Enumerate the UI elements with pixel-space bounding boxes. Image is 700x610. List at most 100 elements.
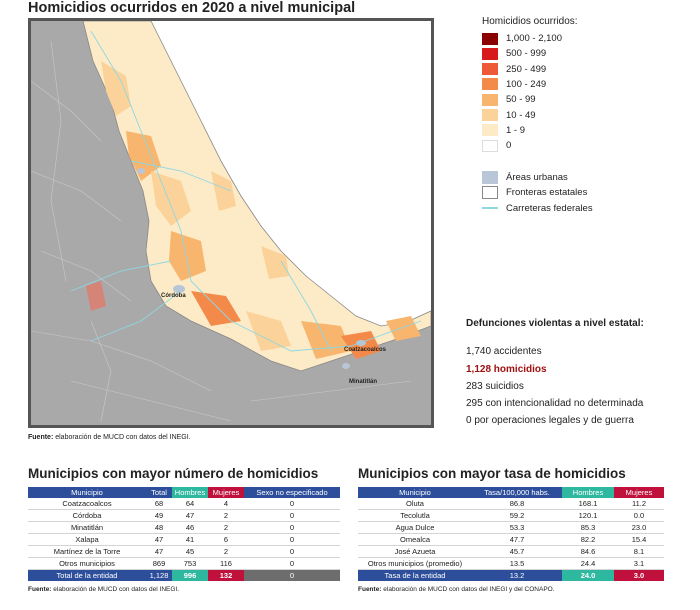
table-total-cell: Tasa de la entidad	[358, 569, 472, 581]
table-row: Omealca 47.7 82.2 15.4	[358, 533, 664, 546]
table-cell: 0	[244, 521, 340, 534]
table-cell: Minatitlán	[28, 521, 146, 534]
legend-item: 0	[482, 139, 511, 152]
table-cell: 6	[208, 533, 244, 546]
table-cell: 49	[146, 509, 172, 522]
table-cell: Xalapa	[28, 533, 146, 546]
table-cell: 2	[208, 521, 244, 534]
legend-swatch	[482, 78, 498, 91]
table-cell: 2	[208, 545, 244, 558]
table-cell: 0	[244, 545, 340, 558]
legend-item: 50 - 99	[482, 93, 536, 106]
legend-ref-item: Carreteras federales	[482, 201, 593, 215]
table-cell: Otros municipios (promedio)	[358, 557, 472, 570]
inland-city	[86, 281, 106, 311]
table-cell: Otros municipios	[28, 557, 146, 570]
table-cell: 0.0	[614, 509, 664, 522]
legend-ref-label: Fronteras estatales	[506, 186, 588, 198]
legend-label: 250 - 499	[506, 63, 547, 75]
table-header-cell: Municipio	[28, 487, 146, 498]
legend-ref-swatch	[482, 170, 498, 184]
table-cell: 0	[244, 498, 340, 510]
table-total-row: Total de la entidad 1,128 996 132 0	[28, 569, 340, 581]
table-total-cell: 24.0	[562, 569, 614, 581]
table-cell: 8.1	[614, 545, 664, 558]
legend-swatch	[482, 63, 498, 76]
table-row: Otros municipios 869 753 116 0	[28, 557, 340, 570]
table-total-cell: 996	[172, 569, 208, 581]
table-rate-source: Fuente: elaboración de MUCD con datos de…	[358, 586, 555, 593]
table-cell: 0	[244, 533, 340, 546]
table-cell: Coatzacoalcos	[28, 498, 146, 510]
violent-death-item: 1,128 homicidios	[466, 364, 547, 375]
table-cell: 48	[146, 521, 172, 534]
table-cell: 869	[146, 557, 172, 570]
table-header-row: Municipio Total Hombres Mujeres Sexo no espe…	[28, 487, 340, 498]
legend-swatch	[482, 47, 498, 60]
table-cell: 15.4	[614, 533, 664, 546]
label-cordoba: Córdoba	[161, 293, 186, 299]
table-count-title: Municipios con mayor número de homicidio…	[28, 466, 319, 481]
table-cell: 41	[172, 533, 208, 546]
table-cell: 68	[146, 498, 172, 510]
table-rate-title: Municipios con mayor tasa de homicidios	[358, 466, 626, 481]
table-header-cell: Sexo no especificado	[244, 487, 340, 498]
table-total-cell: 3.0	[614, 569, 664, 581]
table-count: Municipio Total Hombres Mujeres Sexo no espe…	[28, 487, 340, 581]
violent-death-item: 283 suicidios	[466, 381, 524, 392]
map-title: Homicidios ocurridos en 2020 a nivel mun…	[28, 0, 356, 16]
table-cell: 59.2	[472, 509, 562, 522]
table-cell: 168.1	[562, 498, 614, 510]
map-canvas: Córdoba Coatzacoalcos Minatitlán	[31, 21, 431, 425]
table-cell: 11.2	[614, 498, 664, 510]
legend-ref-label: Áreas urbanas	[506, 171, 568, 183]
violent-death-item: 295 con intencionalidad no determinada	[466, 398, 644, 409]
table-cell: 116	[208, 557, 244, 570]
table-row: Minatitlán 48 46 2 0	[28, 521, 340, 534]
table-cell: 53.3	[472, 521, 562, 534]
table-cell: 46	[172, 521, 208, 534]
table-cell: 47	[146, 545, 172, 558]
table-header-row: Municipio Tasa/100,000 habs. Hombres Mujere…	[358, 487, 664, 498]
table-cell: 0	[244, 557, 340, 570]
legend-label: 1 - 9	[506, 124, 526, 136]
legend-ref-item: Fronteras estatales	[482, 185, 587, 199]
violent-deaths-title: Defunciones violentas a nivel estatal:	[466, 318, 644, 329]
table-cell: Martínez de la Torre	[28, 545, 146, 558]
legend-item: 1,000 - 2,100	[482, 32, 562, 45]
legend-label: 500 - 999	[506, 48, 547, 60]
legend-label: 1,000 - 2,100	[506, 33, 562, 44]
label-minatitlan: Minatitlán	[349, 379, 377, 385]
table-header-cell: Total	[146, 487, 172, 498]
table-cell: José Azueta	[358, 545, 472, 558]
table-header-cell: Hombres	[172, 487, 208, 498]
map-source: Fuente: elaboración de MUCD con datos de…	[28, 434, 191, 441]
table-cell: 13.5	[472, 557, 562, 570]
table-cell: 47.7	[472, 533, 562, 546]
legend-item: 250 - 499	[482, 63, 546, 76]
legend-item: 1 - 9	[482, 124, 525, 137]
table-cell: 2	[208, 509, 244, 522]
legend-swatch	[482, 93, 498, 106]
legend-swatch	[482, 124, 498, 137]
table-total-cell: 1,128	[146, 569, 172, 581]
table-cell: 47	[146, 533, 172, 546]
legend-ref-label: Carreteras federales	[506, 202, 593, 214]
table-cell: Tecolutla	[358, 509, 472, 522]
table-cell: 47	[172, 509, 208, 522]
legend-label: 100 - 249	[506, 78, 547, 90]
table-row: Martínez de la Torre 47 45 2 0	[28, 545, 340, 558]
table-header-cell: Municipio	[358, 487, 472, 498]
legend-item: 10 - 49	[482, 109, 536, 122]
table-total-cell: Total de la entidad	[28, 569, 146, 581]
table-total-cell: 0	[244, 569, 340, 581]
legend-swatch	[482, 139, 498, 152]
table-row: Agua Dulce 53.3 85.3 23.0	[358, 521, 664, 534]
table-cell: 45.7	[472, 545, 562, 558]
table-cell: 84.6	[562, 545, 614, 558]
table-cell: 85.3	[562, 521, 614, 534]
legend-label: 0	[506, 140, 512, 152]
table-header-cell: Hombres	[562, 487, 614, 498]
table-cell: 86.8	[472, 498, 562, 510]
legend-ref-item: Áreas urbanas	[482, 170, 568, 184]
